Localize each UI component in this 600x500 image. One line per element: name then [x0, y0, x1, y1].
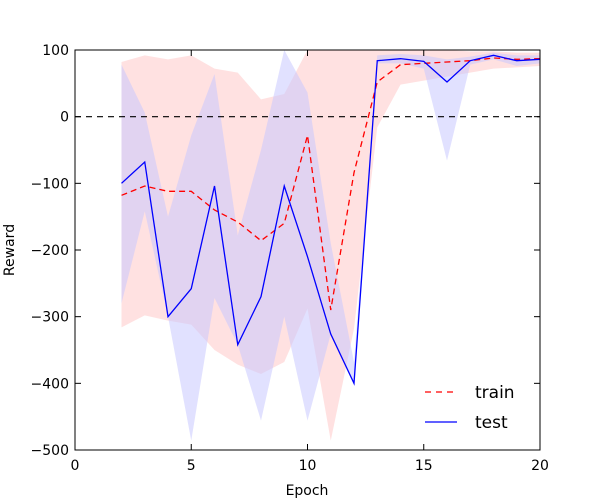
y-axis-label: Reward [2, 224, 18, 276]
y-tick-label: −100 [31, 176, 69, 192]
x-tick-label: 0 [71, 458, 80, 474]
axis-ticks: 0 5 10 15 20 −500 −400 −300 −200 −100 0 100 [31, 43, 549, 474]
series-lines [75, 54, 540, 386]
legend-label-train: train [475, 383, 515, 403]
y-tick-label: −200 [31, 243, 69, 259]
y-tick-label: −500 [31, 443, 69, 459]
x-axis-label: Epoch [286, 483, 329, 499]
y-tick-label: 0 [60, 110, 69, 126]
confidence-bands [121, 50, 540, 441]
y-tick-label: 100 [42, 43, 69, 59]
x-tick-label: 15 [415, 458, 433, 474]
legend-label-test: test [475, 413, 508, 433]
legend: train test [425, 383, 515, 433]
band-test [121, 50, 540, 441]
y-tick-label: −400 [31, 376, 69, 392]
x-tick-label: 5 [187, 458, 196, 474]
x-tick-label: 10 [299, 458, 317, 474]
y-tick-label: −300 [31, 310, 69, 326]
x-tick-label: 20 [531, 458, 549, 474]
